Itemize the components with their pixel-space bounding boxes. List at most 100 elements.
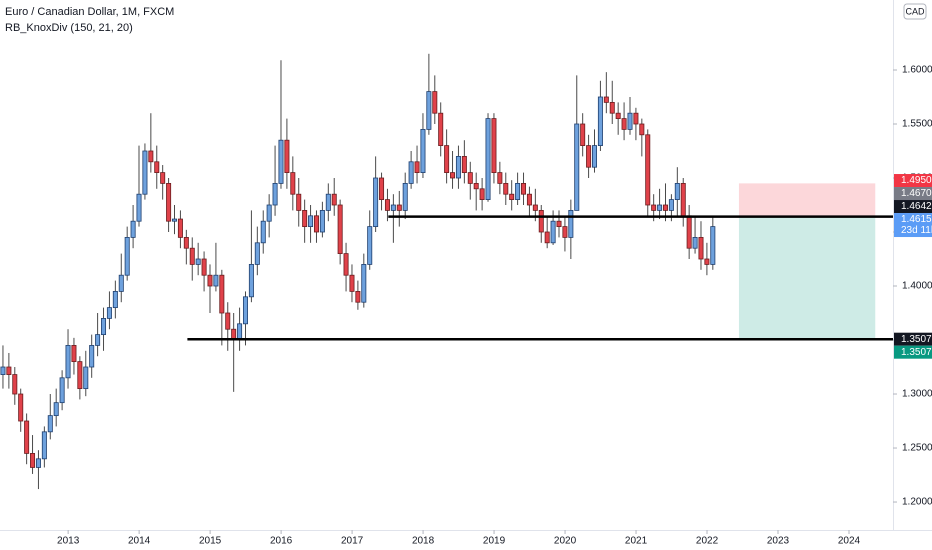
candle-body bbox=[485, 118, 491, 201]
candle-body bbox=[444, 145, 450, 173]
candle-body bbox=[639, 123, 645, 136]
x-tick-label: 2022 bbox=[696, 536, 719, 547]
candle-body bbox=[284, 139, 290, 173]
candle-body bbox=[521, 182, 527, 195]
plot-area bbox=[0, 53, 893, 490]
stop-zone bbox=[738, 183, 876, 217]
candle-body bbox=[53, 402, 59, 417]
candle-body bbox=[112, 291, 118, 309]
candle-body bbox=[207, 274, 213, 287]
candle-body bbox=[367, 226, 373, 265]
candle-body bbox=[83, 366, 89, 390]
candle-body bbox=[408, 161, 414, 184]
candle-body bbox=[373, 177, 379, 228]
x-tick-label: 2024 bbox=[838, 536, 861, 547]
candle-body bbox=[189, 247, 195, 265]
y-tick-label: 1.20000 bbox=[902, 497, 932, 508]
candle-body bbox=[633, 112, 639, 125]
candle-body bbox=[497, 172, 503, 184]
x-tick-label: 2015 bbox=[199, 536, 222, 547]
candle-body bbox=[526, 193, 532, 206]
candle-body bbox=[574, 123, 580, 211]
candle-body bbox=[450, 172, 456, 179]
candle-body bbox=[142, 150, 148, 195]
price-label: 1.35076 bbox=[901, 334, 932, 345]
candle-body bbox=[455, 155, 461, 179]
candle-body bbox=[515, 182, 521, 201]
candle-body bbox=[509, 193, 515, 201]
candle-body bbox=[704, 258, 710, 265]
candle-body bbox=[272, 182, 278, 206]
candle-body bbox=[266, 204, 272, 222]
candle-body bbox=[136, 193, 142, 222]
candle-body bbox=[396, 204, 402, 211]
candle-body bbox=[609, 101, 615, 114]
x-tick-label: 2018 bbox=[412, 536, 435, 547]
candle-body bbox=[248, 264, 254, 298]
candle-body bbox=[467, 172, 473, 184]
candle-body bbox=[59, 377, 65, 404]
candle-body bbox=[12, 374, 18, 395]
candle-body bbox=[47, 415, 53, 433]
candle-body bbox=[438, 112, 444, 146]
candle-body bbox=[562, 226, 568, 238]
currency-label[interactable]: CAD bbox=[905, 6, 925, 16]
candle-body bbox=[432, 91, 438, 114]
price-label-box bbox=[894, 200, 932, 214]
candle-body bbox=[420, 128, 426, 173]
candle-body bbox=[355, 291, 361, 303]
x-tick-label: 2020 bbox=[554, 536, 577, 547]
candle-body bbox=[503, 182, 509, 195]
price-label-box bbox=[894, 332, 932, 346]
candle-body bbox=[592, 145, 598, 168]
candle-body bbox=[213, 274, 219, 287]
y-tick-label: 1.60000 bbox=[902, 65, 932, 76]
candle-body bbox=[343, 253, 349, 276]
candle-body bbox=[674, 182, 680, 201]
candle-body bbox=[337, 204, 343, 255]
candle-body bbox=[0, 366, 6, 375]
candle-body bbox=[615, 112, 621, 119]
candle-body bbox=[621, 118, 627, 130]
candle-body bbox=[296, 193, 302, 211]
candle-body bbox=[349, 274, 355, 292]
candle-body bbox=[30, 453, 36, 468]
candle-body bbox=[479, 188, 485, 201]
price-label-box bbox=[894, 345, 932, 359]
candle-body bbox=[302, 210, 308, 228]
candle-body bbox=[242, 296, 248, 325]
indicator-label: RB_KnoxDiv (150, 21, 20) bbox=[5, 22, 133, 34]
currency-button[interactable] bbox=[903, 3, 927, 20]
candle-body bbox=[580, 123, 586, 146]
candle-body bbox=[361, 264, 367, 303]
candle-body bbox=[41, 431, 47, 460]
candle-body bbox=[668, 199, 674, 211]
candle-body bbox=[645, 134, 651, 206]
x-tick-label: 2023 bbox=[767, 536, 790, 547]
x-tick-label: 2019 bbox=[483, 536, 506, 547]
candle-body bbox=[603, 96, 609, 103]
axes: 1.200001.250001.300001.350001.400001.450… bbox=[57, 65, 932, 547]
candle-body bbox=[710, 226, 716, 265]
candle-body bbox=[201, 258, 207, 276]
candle-body bbox=[89, 345, 95, 368]
candle-body bbox=[77, 361, 83, 390]
price-label: 1.46155 bbox=[901, 214, 932, 225]
price-label: 1.46702 bbox=[901, 188, 932, 199]
candle-body bbox=[101, 318, 107, 336]
candle-body bbox=[651, 204, 657, 211]
candle-body bbox=[319, 210, 325, 233]
candle-body bbox=[532, 204, 538, 211]
candle-body bbox=[586, 145, 592, 168]
candle-body bbox=[568, 210, 574, 238]
price-label-box bbox=[894, 174, 932, 188]
candle-body bbox=[680, 182, 686, 217]
price-label: 1.49503 bbox=[901, 175, 932, 186]
candle-body bbox=[177, 218, 183, 238]
candle-body bbox=[491, 118, 497, 173]
price-label: 1.35076 bbox=[901, 347, 932, 358]
candle-body bbox=[65, 345, 71, 379]
y-tick-label: 1.25000 bbox=[902, 443, 932, 454]
candle-body bbox=[106, 307, 112, 319]
candle-body bbox=[95, 334, 101, 346]
